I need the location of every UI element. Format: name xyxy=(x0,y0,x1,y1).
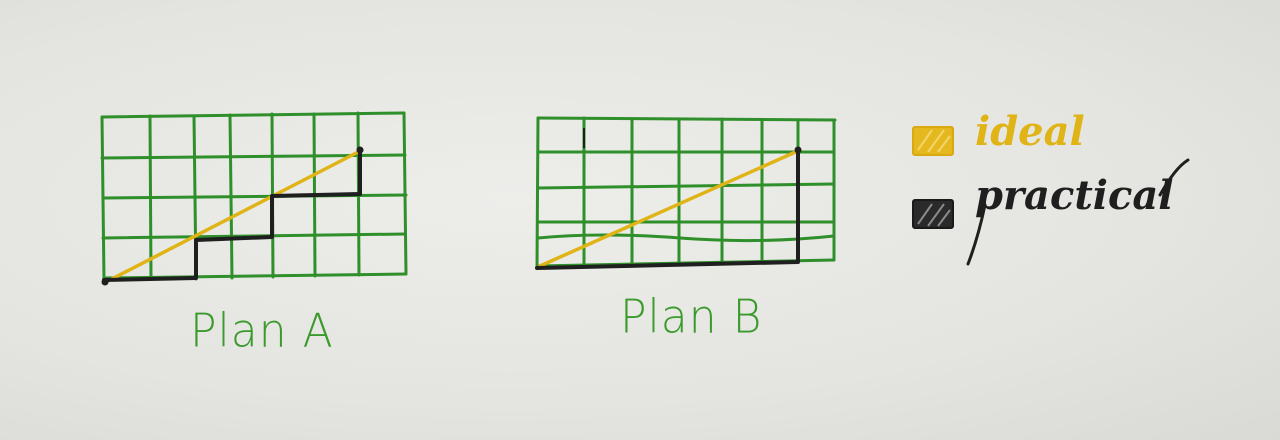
legend-ideal-swatch-icon xyxy=(912,126,954,156)
plan-a-ideal-path xyxy=(104,148,364,284)
legend-ideal-label: ideal xyxy=(975,108,1085,155)
plan-a-end-dot xyxy=(356,146,364,154)
practical-descender xyxy=(966,203,987,266)
plan-b-practical-path xyxy=(535,148,800,270)
plan-a-practical-path xyxy=(102,148,362,282)
plan-b-label: Plan B xyxy=(620,290,763,345)
plan-a-label: Plan A xyxy=(190,304,334,359)
plan-b-ideal-path xyxy=(538,148,802,268)
plan-a-grid xyxy=(100,111,408,282)
practical-ascender xyxy=(1158,158,1190,197)
plan-b-end-dot xyxy=(794,146,802,154)
legend-practical-swatch-icon xyxy=(912,199,954,229)
legend-practical-label: practical xyxy=(975,172,1174,219)
plan-a-start-dot xyxy=(101,278,109,286)
